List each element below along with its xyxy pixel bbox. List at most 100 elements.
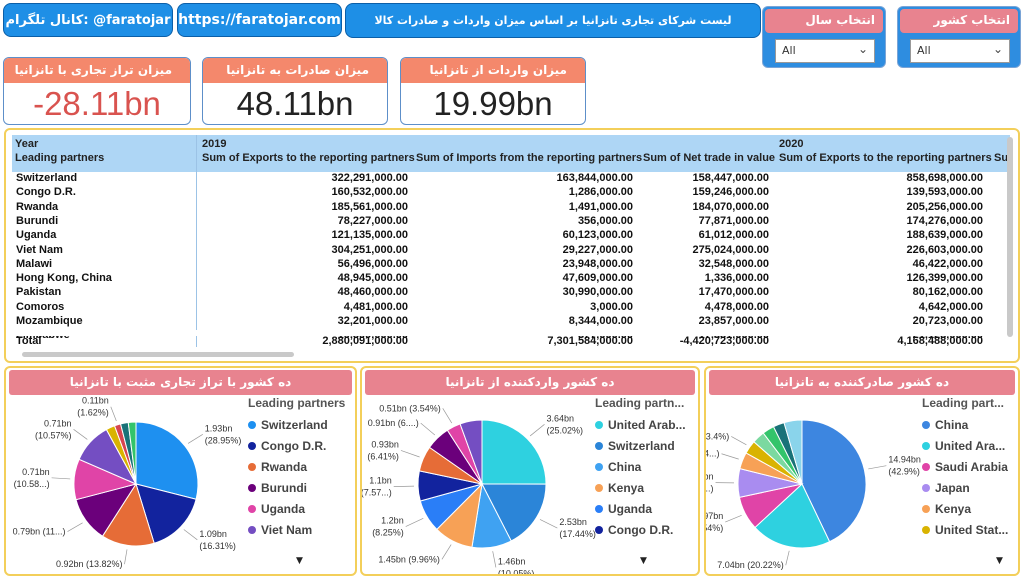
year-filter[interactable]: انتخاب سال All ⌄ [762, 6, 886, 68]
col-exports-2019-header[interactable]: Sum of Exports to the reporting partners [202, 152, 415, 164]
website-link[interactable]: https://faratojar.com [178, 12, 341, 28]
pie-data-label-percent: (10.58...) [14, 479, 50, 489]
value-cell: 48,945,000.00 [337, 272, 408, 285]
pie-data-label: 0.93bn [371, 439, 399, 449]
legend-label: Congo D.R. [608, 522, 674, 537]
total-value-cell: 2,880,091,000.00 [322, 335, 408, 347]
trade-partners-table[interactable]: Year Leading partners 2019 2020 Sum of E… [4, 128, 1020, 363]
legend-item[interactable]: Rwanda [248, 456, 345, 477]
country-filter-value: All [917, 44, 931, 57]
pie-data-label: 1.09bn [199, 529, 227, 539]
legend-item[interactable]: Congo D.R. [595, 519, 686, 540]
chevron-down-icon[interactable]: ⌄ [857, 42, 868, 56]
legend-dot-icon [595, 441, 603, 450]
legend-item[interactable]: Saudi Arabia [922, 456, 1008, 477]
pie-leader-line [529, 424, 545, 437]
year-filter-select[interactable]: All ⌄ [775, 39, 875, 63]
legend-dot-icon [922, 420, 930, 429]
pie-slice[interactable] [135, 483, 197, 544]
legend-item[interactable]: Switzerland [595, 435, 686, 456]
legend-item[interactable]: China [595, 456, 686, 477]
legend-dot-icon [595, 420, 603, 429]
total-value-cell: -4,420,723,000.00 [679, 335, 769, 347]
legend-item[interactable]: Uganda [248, 498, 345, 519]
legend-item[interactable]: United Stat... [922, 519, 1008, 540]
table-header: Year Leading partners 2019 2020 Sum of E… [12, 135, 1012, 172]
legend-item[interactable]: Congo D.R. [248, 435, 345, 456]
horizontal-scrollbar[interactable] [22, 352, 294, 357]
legend-item[interactable]: United Ara... [922, 435, 1008, 456]
col-exports-2020-header[interactable]: Sum of Exports to the reporting partners [779, 152, 992, 164]
pie-leader-line [393, 485, 415, 487]
pie-slice[interactable] [754, 483, 831, 549]
legend-dot-icon [922, 483, 930, 492]
pie-slice[interactable] [801, 419, 867, 543]
pie-data-label: 1.1bn [369, 476, 392, 486]
partner-name-cell: Uganda [16, 229, 57, 242]
value-cell: 158,447,000.00 [692, 172, 769, 184]
value-cell: 121,135,000.00 [331, 229, 408, 242]
pie-exporters-chart: 14.94bn (42.9%) 7.04bn (20.22%) 2.97bn (8.54… [706, 419, 921, 570]
vertical-scrollbar[interactable] [1007, 137, 1013, 337]
country-filter-select[interactable]: All ⌄ [910, 39, 1010, 63]
pie-slice[interactable] [481, 483, 547, 542]
legend-item[interactable]: China [922, 414, 1008, 435]
legend-more-icon[interactable]: ▼ [296, 556, 303, 566]
legend-dot-icon [595, 504, 603, 513]
legend-title: Leading part... [922, 396, 1005, 410]
legend-label: Congo D.R. [261, 438, 327, 453]
legend-item[interactable]: Viet Nam [248, 519, 345, 540]
legend-item[interactable]: Japan [922, 477, 1008, 498]
pie-importers-title: ده کشور واردکننده از تانزانیا [365, 370, 695, 395]
website-link-box[interactable]: https://faratojar.com [177, 3, 342, 37]
pie-slice[interactable] [101, 482, 155, 547]
pie-data-label: 1.46bn [498, 556, 526, 566]
pie-data-label-percent: (7....) [706, 484, 714, 494]
legend-label: Uganda [608, 501, 653, 516]
pie-exporters-legend[interactable]: Leading part... China United Ara... Saudi … [922, 396, 1008, 540]
pie-data-label-percent: (10.05%) [498, 568, 535, 576]
legend-more-icon[interactable]: ▼ [640, 556, 647, 566]
pie-data-label: 0.79bn (11...) [13, 527, 66, 537]
kpi-exports-title: میزان صادرات به تانزانیا [203, 58, 387, 83]
pie-slice[interactable] [783, 419, 803, 485]
pie-slice[interactable] [127, 421, 137, 485]
legend-item[interactable]: Kenya [595, 477, 686, 498]
pie-data-label-percent: (8.25%) [372, 528, 404, 538]
kpi-imports-value: 19.99bn [433, 85, 553, 122]
legend-item[interactable]: Switzerland [248, 414, 345, 435]
partner-name-cell: Mozambique [16, 315, 83, 327]
pie-importers-legend[interactable]: Leading partn... United Arab... Switzerla… [595, 396, 686, 540]
legend-dot-icon [595, 483, 603, 492]
pie-positive-balance-legend[interactable]: Leading partners Switzerland Congo D.R. Rw… [248, 396, 345, 540]
legend-item[interactable]: Uganda [595, 498, 686, 519]
value-cell: 356,000.00 [577, 214, 633, 227]
value-cell: 226,603,000.00 [906, 243, 983, 256]
legend-label: Kenya [935, 501, 972, 516]
pie-slice[interactable] [481, 419, 547, 485]
legend-item[interactable]: Kenya [922, 498, 1008, 519]
country-filter[interactable]: انتخاب کشور All ⌄ [897, 6, 1021, 68]
chevron-down-icon[interactable]: ⌄ [992, 42, 1003, 56]
pie-slice[interactable] [459, 419, 483, 485]
value-cell: 32,201,000.00 [337, 315, 408, 327]
partner-header[interactable]: Leading partners [15, 152, 105, 164]
value-cell: 8,344,000.00 [568, 315, 633, 327]
legend-label: Saudi Arabia [935, 459, 1008, 474]
legend-more-icon[interactable]: ▼ [996, 556, 1003, 566]
legend-dot-icon [248, 420, 256, 429]
legend-item[interactable]: United Arab... [595, 414, 686, 435]
kpi-exports: میزان صادرات به تانزانیا 48.11bn [202, 57, 388, 125]
pie-leader-line [725, 514, 742, 523]
year-filter-title: انتخاب سال [765, 9, 883, 33]
value-cell: 78,227,000.00 [337, 214, 408, 227]
col-imports-2019-header[interactable]: Sum of Imports from the reporting partne… [416, 152, 643, 164]
col-net-2019-header[interactable]: Sum of Net trade in value [643, 152, 776, 164]
pie-slice[interactable] [135, 421, 199, 500]
legend-label: Burundi [261, 480, 307, 495]
telegram-channel-box[interactable]: کانال تلگرام: @faratojar [3, 3, 173, 37]
total-label-cell: Total [16, 335, 42, 347]
legend-item[interactable]: Burundi [248, 477, 345, 498]
pie-leader-line [405, 517, 424, 527]
value-cell: 205,256,000.00 [906, 200, 983, 213]
